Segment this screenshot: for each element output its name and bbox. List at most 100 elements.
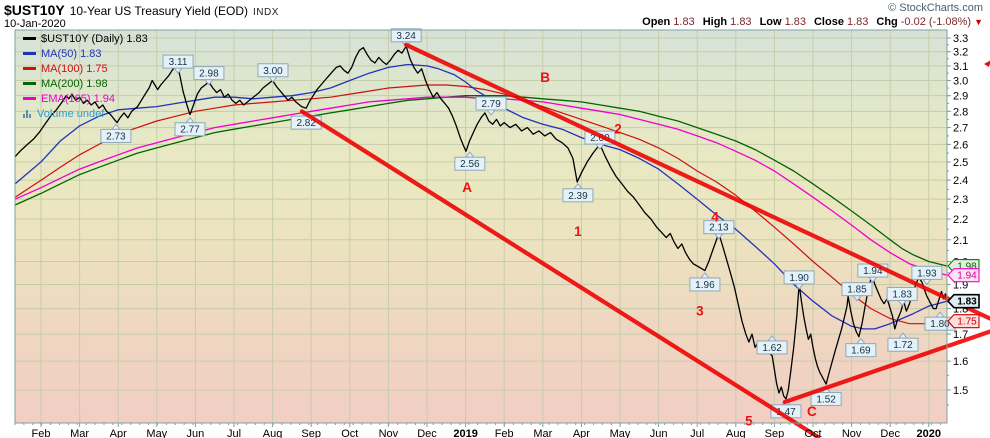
legend-swatch: [23, 82, 36, 85]
svg-text:1.6: 1.6: [953, 356, 968, 368]
data-label-callout: 2.79: [475, 96, 507, 116]
svg-text:2.3: 2.3: [953, 194, 968, 206]
plot-frame: [14, 29, 948, 424]
trendline-upper-channel: [404, 42, 990, 321]
legend-label: EMA(165) 1.94: [41, 92, 115, 105]
exchange-label: INDX: [253, 7, 279, 18]
svg-text:3.0: 3.0: [953, 76, 968, 88]
data-label-callout: 1.62: [756, 335, 788, 355]
svg-text:1.83: 1.83: [957, 297, 977, 308]
svg-text:Nov: Nov: [842, 428, 862, 438]
svg-text:1.7: 1.7: [953, 329, 968, 341]
svg-text:2.13: 2.13: [709, 223, 729, 234]
svg-text:2.98: 2.98: [199, 69, 219, 80]
svg-text:Jul: Jul: [227, 428, 241, 438]
trendline-rising-support: [782, 329, 990, 405]
svg-text:1.94: 1.94: [863, 266, 883, 277]
wave-annotation-2: 2: [614, 122, 622, 137]
data-label-callout: 2.77: [174, 116, 206, 137]
svg-text:Apr: Apr: [573, 428, 590, 438]
data-label-callout: 2.13: [703, 220, 735, 240]
wave-annotation-4: 4: [711, 209, 719, 224]
svg-text:2020: 2020: [917, 428, 941, 438]
data-label-callout: 1.83: [886, 286, 918, 307]
svg-text:1.5: 1.5: [953, 385, 968, 397]
svg-text:2.2: 2.2: [953, 214, 968, 226]
data-label-callout: 3.11: [162, 54, 194, 74]
axis-price-badge-1.83: 1.83: [946, 293, 980, 309]
legend-item: MA(100) 1.75: [23, 61, 148, 76]
quote-value-high: 1.83: [730, 16, 752, 28]
quote-label-open: Open: [642, 16, 671, 28]
legend-label: $UST10Y (Daily) 1.83: [41, 32, 148, 45]
svg-text:Jul: Jul: [690, 428, 704, 438]
svg-text:3.24: 3.24: [396, 31, 416, 42]
svg-text:2.82: 2.82: [296, 118, 316, 129]
svg-text:1.98: 1.98: [957, 262, 977, 273]
svg-text:3.3: 3.3: [953, 33, 968, 45]
svg-text:2.73: 2.73: [106, 131, 126, 142]
wave-annotation-B: B: [540, 70, 550, 85]
svg-text:Aug: Aug: [726, 428, 746, 438]
svg-text:2.56: 2.56: [460, 159, 480, 170]
quote-label-low: Low: [759, 16, 782, 28]
svg-text:1.62: 1.62: [762, 343, 782, 354]
legend-item: MA(50) 1.83: [23, 46, 148, 61]
svg-text:Jun: Jun: [650, 428, 668, 438]
legend-item: EMA(165) 1.94: [23, 91, 148, 106]
legend-swatch: [23, 97, 36, 100]
svg-text:Nov: Nov: [379, 428, 399, 438]
svg-text:Oct: Oct: [341, 428, 358, 438]
svg-text:1.85: 1.85: [847, 285, 867, 296]
svg-text:2.5: 2.5: [953, 157, 968, 169]
svg-text:3.1: 3.1: [953, 61, 968, 73]
wave-annotations: A B 1 2 3 4 5 C: [462, 70, 817, 428]
chart-date: 10-Jan-2020: [4, 18, 66, 30]
data-label-callout: 1.52: [810, 386, 842, 406]
axes: 3.3 3.2 3.1 3.0 2.9 2.8 2.7 2.6 2.5 2.4 2.3 2.2 2.1 2…: [14, 33, 968, 438]
data-label-callout: 1.85: [841, 282, 873, 302]
quote-label-high: High: [702, 16, 728, 28]
chart-header: $UST10Y 10-Year US Treasury Yield (EOD) IN…: [4, 2, 279, 20]
svg-text:2.79: 2.79: [481, 99, 501, 110]
wave-annotation-C: C: [807, 404, 817, 419]
wave-annotation-3: 3: [696, 304, 704, 319]
svg-text:1.75: 1.75: [957, 317, 977, 328]
axis-price-badges: 1.981.94 1.83 1.75: [946, 258, 980, 329]
svg-text:1.47: 1.47: [776, 407, 796, 418]
volume-bars-icon: [23, 109, 32, 118]
legend-item: Volume undef: [23, 106, 148, 121]
data-label-callout: 1.72: [887, 332, 919, 352]
quote-value-open: 1.83: [673, 16, 695, 28]
quote-value-low: 1.83: [784, 16, 806, 28]
svg-text:1.69: 1.69: [851, 346, 871, 357]
svg-text:1.9: 1.9: [953, 279, 968, 291]
ohlc-quote-row: Open 1.83 High 1.83 Low 1.83 Close 1.83 Chg -0.02…: [634, 16, 983, 28]
change-down-arrow-icon: ▼: [974, 17, 983, 27]
svg-text:1.96: 1.96: [695, 280, 715, 291]
svg-text:Mar: Mar: [533, 428, 552, 438]
svg-text:1.80: 1.80: [930, 319, 950, 330]
legend-label: MA(50) 1.83: [41, 47, 102, 60]
data-label-callout: 2.39: [562, 182, 594, 203]
data-label-callout: 1.96: [689, 272, 721, 292]
svg-text:3.2: 3.2: [953, 47, 968, 59]
quote-label-chg: Chg: [876, 16, 898, 28]
svg-text:Aug: Aug: [263, 428, 283, 438]
svg-text:2.9: 2.9: [953, 91, 968, 103]
legend-label: MA(200) 1.98: [41, 77, 108, 90]
axis-price-badge-1.75: 1.75: [947, 314, 980, 329]
svg-text:Apr: Apr: [110, 428, 127, 438]
trendline-lower-channel: [299, 109, 821, 438]
legend-swatch: [23, 37, 36, 40]
svg-text:Jun: Jun: [187, 428, 205, 438]
series-line-ma-100-: [14, 84, 947, 325]
series-line--ust10y: [14, 45, 948, 400]
svg-text:2.4: 2.4: [953, 175, 968, 187]
legend-label: Volume undef: [37, 107, 105, 120]
svg-text:2.60: 2.60: [590, 133, 610, 144]
legend-item: $UST10Y (Daily) 1.83: [23, 31, 148, 46]
series-line-ma-200-: [14, 95, 948, 267]
svg-text:Sep: Sep: [301, 428, 321, 438]
svg-text:Mar: Mar: [70, 428, 89, 438]
